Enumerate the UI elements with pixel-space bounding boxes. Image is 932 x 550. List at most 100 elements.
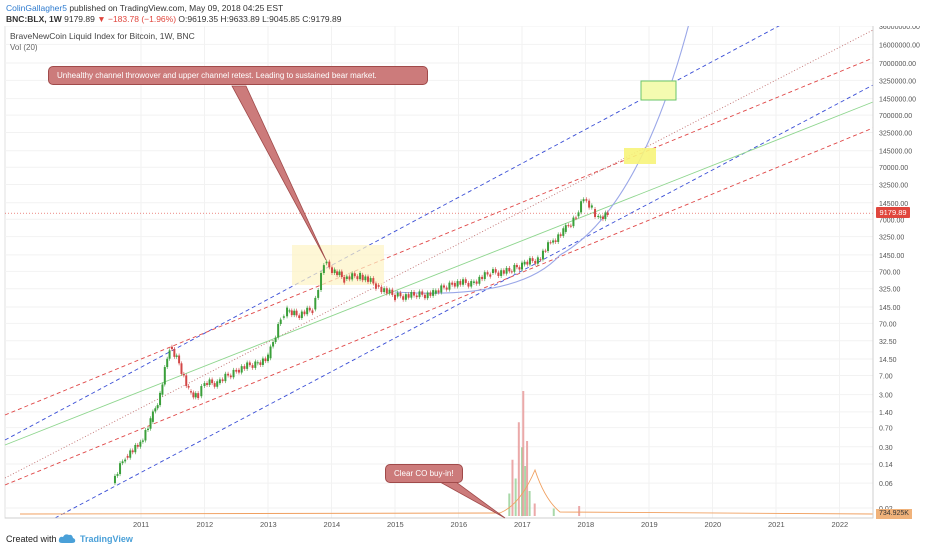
x-tick-label: 2017 bbox=[514, 520, 531, 529]
candle-body bbox=[380, 286, 383, 293]
candle-body bbox=[510, 271, 513, 273]
candle-body bbox=[377, 285, 380, 287]
candle-body bbox=[418, 291, 421, 298]
callout-channel-throwover[interactable]: Unhealthy channel throwover and upper ch… bbox=[48, 66, 428, 85]
candle-body bbox=[300, 311, 303, 319]
candle-body bbox=[453, 282, 456, 287]
candle-body bbox=[136, 444, 139, 447]
candle-body bbox=[426, 292, 429, 299]
candle-body bbox=[134, 444, 137, 453]
upper-blue-channel bbox=[4, 19, 791, 441]
candle-body bbox=[340, 271, 343, 278]
candle-body bbox=[367, 276, 370, 282]
candle-body bbox=[472, 281, 475, 283]
volume-tag: 734.925K bbox=[876, 509, 912, 519]
candle-body bbox=[182, 373, 185, 376]
candle-body bbox=[385, 288, 388, 294]
candle-body bbox=[168, 350, 171, 359]
callout-co-buy-in[interactable]: Clear CO buy-in! bbox=[385, 464, 463, 483]
volume-bar bbox=[552, 508, 555, 516]
candle-body bbox=[248, 362, 251, 366]
y-tick-label: 7.00 bbox=[879, 374, 893, 381]
y-tick-label: 14500.00 bbox=[879, 201, 908, 208]
candle-body bbox=[144, 430, 147, 441]
y-tick-label: 325.00 bbox=[879, 287, 901, 294]
candle-body bbox=[306, 307, 309, 315]
candle-body bbox=[554, 240, 557, 242]
candle-body bbox=[574, 217, 577, 219]
candle-body bbox=[295, 310, 298, 316]
candle-body bbox=[597, 215, 600, 218]
candle-body bbox=[413, 292, 416, 296]
candle-body bbox=[330, 267, 333, 273]
candle-body bbox=[308, 307, 311, 311]
author-link[interactable]: ColinGallagher5 bbox=[6, 3, 67, 13]
candle-body bbox=[577, 212, 580, 217]
x-axis: 2011 2012 2013 2014 2015 2016 2017 2018 2019 2020… bbox=[5, 517, 873, 529]
candle-body bbox=[126, 455, 129, 458]
callout-pointer-top bbox=[231, 85, 327, 261]
candle-body bbox=[121, 461, 124, 464]
candle-body bbox=[559, 234, 562, 236]
x-tick-label: 2011 bbox=[133, 520, 149, 529]
candle-body bbox=[146, 428, 149, 431]
volume-bar bbox=[524, 466, 527, 516]
candle-body bbox=[359, 273, 362, 280]
candle-body bbox=[588, 200, 591, 208]
candle-body bbox=[173, 349, 176, 357]
candle-body bbox=[505, 267, 508, 274]
candle-body bbox=[159, 392, 162, 406]
y-tick-label: 325000.00 bbox=[879, 130, 912, 137]
candle-body bbox=[494, 269, 497, 273]
ohlc-values: O:9619.35 H:9633.89 L:9045.85 C:9179.89 bbox=[178, 14, 342, 24]
candle-body bbox=[594, 209, 597, 218]
parabolic-curve bbox=[394, 19, 691, 294]
candle-body bbox=[213, 383, 216, 387]
candle-body bbox=[437, 290, 440, 293]
candle-body bbox=[513, 264, 516, 272]
candle-body bbox=[462, 279, 465, 285]
candle-body bbox=[585, 199, 588, 201]
candle-body bbox=[364, 276, 367, 281]
candle-body bbox=[240, 366, 243, 373]
candle-body bbox=[267, 354, 269, 362]
candle-body bbox=[396, 292, 399, 297]
candle-body bbox=[345, 276, 348, 279]
candle-body bbox=[279, 319, 282, 325]
candle-body bbox=[290, 310, 293, 316]
candle-body bbox=[348, 276, 351, 280]
candle-body bbox=[544, 250, 547, 252]
candle-body bbox=[604, 212, 607, 220]
candle-body bbox=[523, 261, 526, 265]
candle-body bbox=[180, 363, 183, 374]
candle-body bbox=[139, 441, 142, 447]
y-tick-label: 1.40 bbox=[879, 410, 893, 417]
candle-body bbox=[243, 366, 246, 369]
header-bar: ColinGallagher5 published on TradingView… bbox=[0, 0, 932, 26]
candle-body bbox=[353, 273, 356, 277]
candle-body bbox=[190, 391, 193, 393]
volume-bar bbox=[522, 391, 525, 516]
candle-body bbox=[208, 379, 211, 385]
candle-body bbox=[394, 294, 396, 301]
candle-body bbox=[303, 311, 306, 315]
tradingview-brand[interactable]: TradingView bbox=[80, 534, 133, 544]
candle-body bbox=[151, 411, 154, 422]
volume-bar bbox=[514, 478, 517, 516]
candle-body bbox=[116, 474, 119, 476]
candle-body bbox=[456, 281, 459, 287]
candle-body bbox=[459, 281, 462, 285]
candle-body bbox=[185, 375, 188, 387]
candle-body bbox=[221, 379, 224, 382]
candle-body bbox=[567, 225, 570, 227]
y-tick-label: 3250.00 bbox=[879, 235, 904, 242]
candle-body bbox=[569, 225, 572, 227]
candle-body bbox=[286, 307, 289, 317]
y-tick-label: 1450.00 bbox=[879, 253, 904, 260]
candle-body bbox=[391, 289, 394, 295]
symbol-label: BNC:BLX, 1W bbox=[6, 14, 62, 24]
mid-dotted-channel bbox=[4, 29, 874, 479]
candle-body bbox=[467, 282, 470, 287]
lower-blue-channel bbox=[54, 84, 874, 519]
